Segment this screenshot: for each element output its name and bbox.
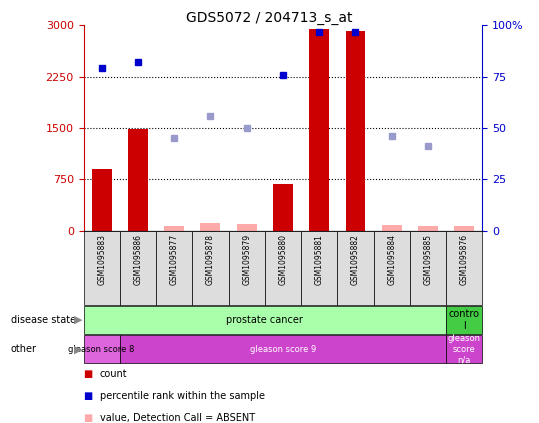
Text: count: count bbox=[100, 368, 127, 379]
Text: ■: ■ bbox=[84, 368, 93, 379]
FancyBboxPatch shape bbox=[410, 231, 446, 305]
Text: gleason score 9: gleason score 9 bbox=[250, 345, 316, 354]
FancyBboxPatch shape bbox=[446, 335, 482, 363]
FancyBboxPatch shape bbox=[84, 231, 120, 305]
Text: GSM1095877: GSM1095877 bbox=[170, 234, 179, 286]
Text: GSM1095883: GSM1095883 bbox=[97, 234, 106, 285]
FancyBboxPatch shape bbox=[156, 231, 192, 305]
Text: GSM1095886: GSM1095886 bbox=[134, 234, 142, 285]
Text: GSM1095885: GSM1095885 bbox=[424, 234, 432, 285]
Text: ▶: ▶ bbox=[74, 344, 82, 354]
Bar bbox=[164, 226, 184, 231]
Text: ■: ■ bbox=[84, 390, 93, 401]
Text: GSM1095876: GSM1095876 bbox=[460, 234, 469, 286]
Bar bbox=[418, 226, 438, 231]
Text: GSM1095879: GSM1095879 bbox=[242, 234, 251, 286]
Text: percentile rank within the sample: percentile rank within the sample bbox=[100, 390, 265, 401]
FancyBboxPatch shape bbox=[192, 231, 229, 305]
Text: GSM1095882: GSM1095882 bbox=[351, 234, 360, 285]
Bar bbox=[237, 224, 257, 231]
Text: gleason score 8: gleason score 8 bbox=[68, 345, 135, 354]
FancyBboxPatch shape bbox=[120, 231, 156, 305]
FancyBboxPatch shape bbox=[446, 231, 482, 305]
Text: GSM1095878: GSM1095878 bbox=[206, 234, 215, 285]
Text: disease state: disease state bbox=[11, 315, 76, 325]
Text: gleason
score
n/a: gleason score n/a bbox=[448, 334, 481, 364]
Text: ■: ■ bbox=[84, 412, 93, 423]
Text: GSM1095880: GSM1095880 bbox=[279, 234, 287, 285]
FancyBboxPatch shape bbox=[84, 335, 120, 363]
Text: contro
l: contro l bbox=[449, 309, 480, 331]
Text: prostate cancer: prostate cancer bbox=[226, 315, 303, 325]
Text: ▶: ▶ bbox=[74, 315, 82, 325]
Text: other: other bbox=[11, 344, 37, 354]
Bar bbox=[382, 225, 402, 231]
Bar bbox=[92, 169, 112, 231]
FancyBboxPatch shape bbox=[120, 335, 446, 363]
FancyBboxPatch shape bbox=[446, 306, 482, 334]
Bar bbox=[309, 29, 329, 231]
Bar bbox=[201, 223, 220, 231]
Text: GSM1095884: GSM1095884 bbox=[387, 234, 396, 285]
FancyBboxPatch shape bbox=[374, 231, 410, 305]
FancyBboxPatch shape bbox=[265, 231, 301, 305]
Text: GSM1095881: GSM1095881 bbox=[315, 234, 324, 285]
Text: GDS5072 / 204713_s_at: GDS5072 / 204713_s_at bbox=[186, 11, 353, 25]
FancyBboxPatch shape bbox=[84, 306, 446, 334]
Bar bbox=[128, 129, 148, 231]
Text: value, Detection Call = ABSENT: value, Detection Call = ABSENT bbox=[100, 412, 255, 423]
Bar bbox=[454, 226, 474, 231]
FancyBboxPatch shape bbox=[229, 231, 265, 305]
Bar bbox=[273, 184, 293, 231]
Bar bbox=[345, 31, 365, 231]
FancyBboxPatch shape bbox=[301, 231, 337, 305]
FancyBboxPatch shape bbox=[337, 231, 374, 305]
